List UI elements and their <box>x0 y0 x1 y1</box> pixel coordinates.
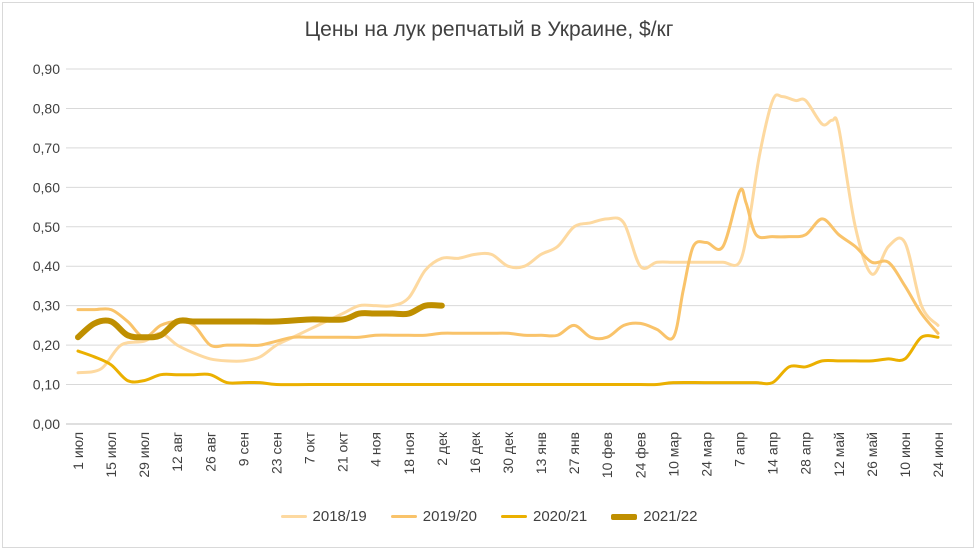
x-tick-label: 13 янв <box>533 432 549 474</box>
x-tick-label: 18 ноя <box>401 432 417 475</box>
legend-item: 2020/21 <box>501 508 587 525</box>
x-tick-label: 10 фев <box>599 432 615 478</box>
legend-item: 2018/19 <box>280 508 367 525</box>
legend-label: 2020/21 <box>533 508 588 525</box>
x-tick-label: 24 июн <box>930 432 946 478</box>
x-tick-label: 27 янв <box>566 432 582 474</box>
series-line-2020-21 <box>76 334 940 387</box>
x-tick-label: 14 апр <box>765 432 781 475</box>
series-line-2021-22 <box>75 302 445 341</box>
y-tick-label: 0,90 <box>33 61 60 77</box>
legend: 2018/19 2019/20 2020/21 2021/22 <box>0 508 978 525</box>
y-tick-label: 0,80 <box>33 100 60 116</box>
x-tick-label: 4 ноя <box>368 432 384 467</box>
y-tick-label: 0,60 <box>33 179 60 195</box>
y-tick-label: 0,10 <box>33 377 60 393</box>
legend-label: 2021/22 <box>643 508 698 525</box>
series-line-2018-19 <box>76 93 940 375</box>
x-tick-label: 24 мар <box>698 432 714 477</box>
series-line-2019-20 <box>76 187 940 349</box>
x-tick-label: 23 сен <box>268 432 284 474</box>
chart-title: Цены на лук репчатый в Украине, $/кг <box>304 18 674 41</box>
x-tick-label: 21 окт <box>335 431 351 472</box>
x-tick-label: 12 май <box>831 432 847 477</box>
legend-swatch <box>280 515 307 518</box>
y-tick-label: 0,70 <box>33 140 60 156</box>
legend-swatch <box>611 513 638 520</box>
legend-label: 2019/20 <box>422 508 477 525</box>
y-tick-label: 0,50 <box>33 219 60 235</box>
x-axis-ticks: 1 июл 15 июл 29 июл 12 авг 26 авг 9 сен 23 сен… <box>70 431 946 478</box>
y-axis-ticks: 0,00 0,10 0,20 0,30 0,40 0,50 0,60 0,70 0,80 0,90 <box>33 61 60 432</box>
legend-item: 2019/20 <box>390 508 477 525</box>
legend-item: 2021/22 <box>611 508 697 525</box>
y-tick-label: 0,20 <box>33 337 60 353</box>
x-tick-label: 1 июл <box>70 432 86 470</box>
legend-swatch <box>501 515 527 518</box>
y-tick-label: 0,30 <box>33 298 60 314</box>
x-tick-label: 7 апр <box>732 432 748 467</box>
x-tick-label: 10 мар <box>665 432 681 477</box>
x-tick-label: 28 апр <box>798 432 814 475</box>
x-tick-label: 29 июл <box>136 432 152 478</box>
x-tick-label: 24 фев <box>632 432 648 478</box>
x-tick-label: 9 сен <box>235 432 251 466</box>
x-tick-label: 26 авг <box>202 432 218 472</box>
x-tick-label: 12 авг <box>169 432 185 472</box>
legend-label: 2018/19 <box>312 508 367 525</box>
grid-lines <box>66 68 952 425</box>
x-tick-label: 30 дек <box>500 431 516 473</box>
legend-swatch <box>390 515 417 518</box>
x-tick-label: 2 дек <box>434 431 450 466</box>
x-tick-label: 16 дек <box>467 431 483 473</box>
series-lines <box>75 93 940 387</box>
x-tick-label: 7 окт <box>302 431 318 464</box>
x-tick-label: 26 май <box>864 432 880 477</box>
y-tick-label: 0,00 <box>33 416 60 432</box>
y-tick-label: 0,40 <box>33 258 60 274</box>
x-tick-label: 10 июн <box>897 432 913 478</box>
x-tick-label: 15 июл <box>103 432 119 478</box>
